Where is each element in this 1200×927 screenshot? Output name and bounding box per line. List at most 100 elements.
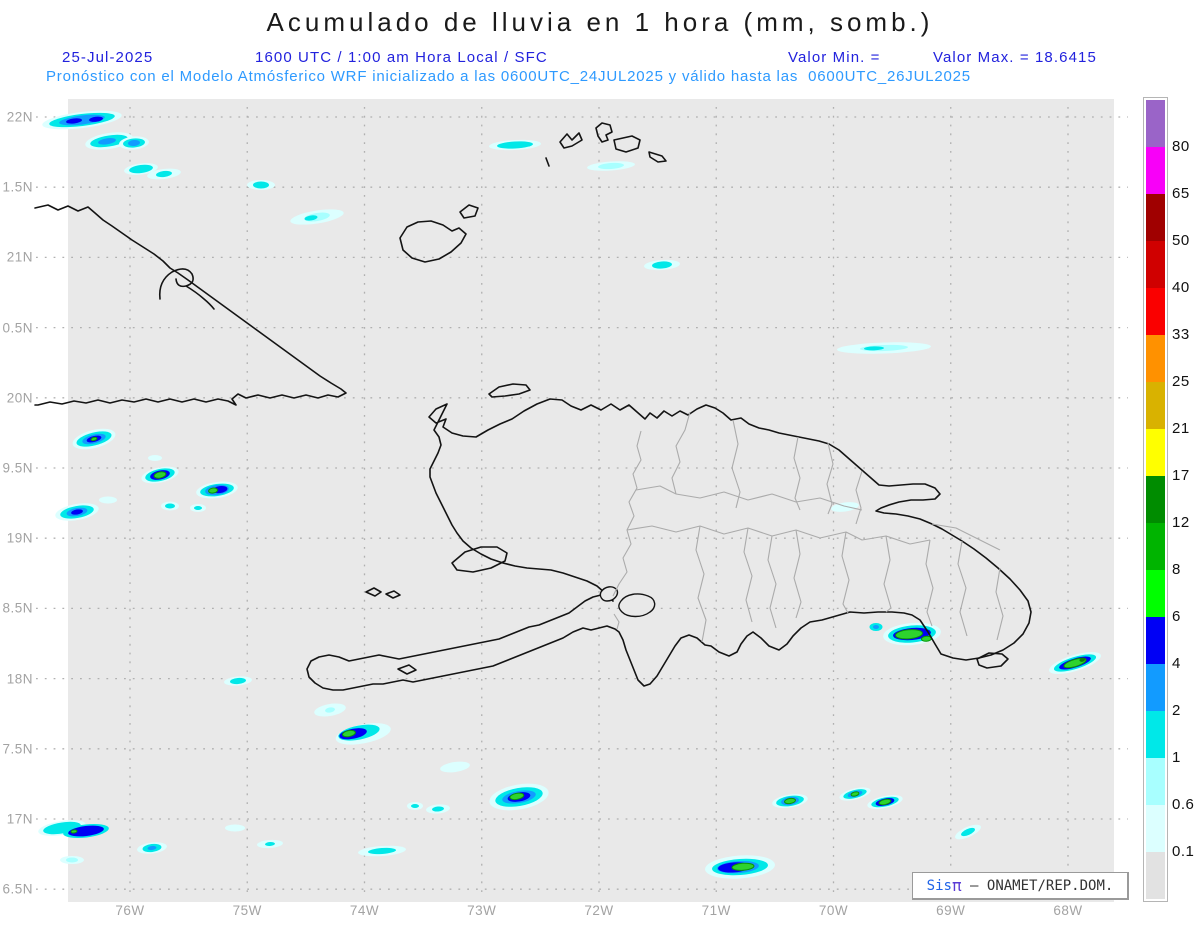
lon-tick-label: 68W bbox=[1053, 903, 1083, 918]
rain-cell bbox=[290, 209, 344, 225]
rain-cell bbox=[63, 823, 109, 839]
rain-cell-layer bbox=[129, 164, 153, 174]
colorbar-tick-label: 0.1 bbox=[1172, 843, 1195, 860]
colorbar-segment bbox=[1146, 429, 1165, 476]
colorbar-tick-label: 65 bbox=[1172, 185, 1190, 202]
colorbar-tick-label: 6 bbox=[1172, 608, 1181, 625]
rain-cell bbox=[587, 161, 635, 171]
colorbar-tick-label: 17 bbox=[1172, 467, 1190, 484]
island-turks-caicos-3 bbox=[595, 122, 613, 143]
colorbar-segment bbox=[1146, 335, 1165, 382]
lon-tick-label: 70W bbox=[818, 903, 849, 918]
colorbar-tick-label: 80 bbox=[1172, 138, 1190, 155]
colorbar-segment bbox=[1146, 241, 1165, 288]
rain-cell-layer bbox=[961, 827, 975, 837]
rain-cell bbox=[1049, 652, 1101, 674]
lon-tick-label: 72W bbox=[584, 903, 614, 918]
lat-tick-label: 0.5N bbox=[2, 320, 33, 336]
colorbar-segment bbox=[1146, 288, 1165, 335]
lat-tick-label: 6.5N bbox=[2, 881, 33, 897]
lake-enriquillo bbox=[618, 593, 656, 618]
lon-tick-label: 73W bbox=[467, 903, 497, 918]
colorbar-tick-label: 50 bbox=[1172, 232, 1190, 249]
lat-tick-label: 1.5N bbox=[2, 179, 33, 195]
watermark-sis: Sis bbox=[926, 877, 952, 894]
rain-cell bbox=[196, 481, 238, 499]
grid-lines bbox=[36, 107, 1128, 897]
rain-cell-layer bbox=[89, 116, 103, 122]
rain-cell-layer bbox=[325, 707, 335, 713]
rain-cell bbox=[869, 623, 883, 631]
rain-cell-layer bbox=[194, 506, 202, 510]
date-label: 25-Jul-2025 bbox=[62, 49, 154, 66]
watermark-box: Sis π – ONAMET/REP.DOM. bbox=[912, 872, 1129, 900]
rain-cell-layer bbox=[153, 471, 167, 479]
rain-cell bbox=[867, 795, 903, 809]
rain-cell bbox=[426, 804, 450, 814]
rain-cell bbox=[837, 342, 931, 354]
island-saona bbox=[976, 652, 1009, 669]
model-domain-background bbox=[68, 99, 1114, 902]
lon-tick-label: 71W bbox=[701, 903, 731, 918]
rain-cell-layer bbox=[253, 181, 269, 189]
valor-min-label: Valor Min. = bbox=[788, 49, 881, 66]
island-turks-caicos-2 bbox=[559, 132, 583, 149]
rain-cells bbox=[38, 110, 1101, 879]
lat-tick-label: 18N bbox=[6, 671, 33, 687]
rain-cell-layer bbox=[432, 806, 444, 812]
rain-cell bbox=[314, 703, 346, 717]
island-tortue bbox=[488, 383, 531, 398]
colorbar-segment bbox=[1146, 617, 1165, 664]
lat-tick-label: 9.5N bbox=[2, 460, 33, 476]
rain-cell-layer bbox=[895, 629, 923, 640]
rain-cell bbox=[839, 787, 871, 801]
rain-cell-layer bbox=[99, 496, 117, 504]
rain-cell-layer bbox=[265, 841, 275, 847]
watermark-onamet: – ONAMET/REP.DOM. bbox=[961, 877, 1114, 894]
coastlines bbox=[34, 122, 1032, 691]
lake-azuei bbox=[599, 586, 619, 602]
colorbar-tick-label: 4 bbox=[1172, 655, 1181, 672]
rain-cell bbox=[124, 163, 158, 175]
colorbar-segment bbox=[1146, 476, 1165, 523]
lat-tick-label: 17N bbox=[6, 811, 33, 827]
model-run-label: Pronóstico con el Modelo Atmósferico WRF… bbox=[46, 68, 971, 85]
island-gonave bbox=[451, 546, 508, 573]
island-turks-caicos-1 bbox=[545, 157, 550, 167]
rain-cell bbox=[99, 496, 117, 504]
colorbar-segment bbox=[1146, 523, 1165, 570]
rain-cell bbox=[147, 168, 181, 180]
rain-cell bbox=[358, 845, 406, 857]
rain-cell bbox=[335, 723, 391, 745]
rain-cell bbox=[247, 180, 275, 190]
rain-cell-layer bbox=[509, 792, 525, 801]
rain-cell-layer bbox=[878, 798, 892, 806]
rain-cell-layer bbox=[411, 804, 419, 808]
coastline-cuba-bay-hook bbox=[158, 268, 215, 310]
island-turks-caicos-4 bbox=[613, 135, 641, 153]
rain-cell bbox=[148, 455, 162, 461]
lon-tick-label: 69W bbox=[936, 903, 966, 918]
lat-tick-label: 7.5N bbox=[2, 741, 33, 757]
colorbar-segment bbox=[1146, 805, 1165, 852]
rain-cell-layer bbox=[652, 261, 672, 269]
province-borders bbox=[612, 411, 1004, 643]
rain-cell-layer bbox=[148, 455, 162, 461]
watermark-pi-icon: π bbox=[951, 876, 962, 895]
rain-cell bbox=[190, 504, 206, 512]
lat-tick-label: 22N bbox=[6, 109, 33, 125]
rain-cell bbox=[55, 503, 99, 521]
colorbar-segment bbox=[1146, 758, 1165, 805]
rain-cell-layer bbox=[440, 761, 470, 773]
lon-tick-label: 76W bbox=[115, 903, 145, 918]
lat-tick-label: 20N bbox=[6, 390, 33, 406]
colorbar-tick-label: 8 bbox=[1172, 561, 1181, 578]
rain-cell-layer bbox=[208, 487, 219, 494]
colorbar-segment bbox=[1146, 100, 1165, 147]
colorbar-segment bbox=[1146, 570, 1165, 617]
island-little-inagua bbox=[459, 204, 479, 219]
rain-cell-layer bbox=[497, 141, 533, 149]
colorbar-segment bbox=[1146, 852, 1165, 899]
